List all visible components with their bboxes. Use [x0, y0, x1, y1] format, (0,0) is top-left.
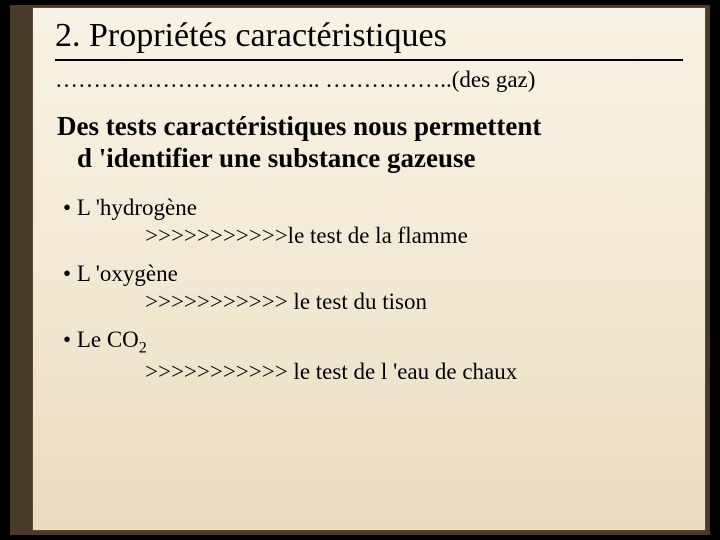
- title-rule: [55, 59, 683, 61]
- subtitle-line1: Des tests caractéristiques nous permette…: [57, 111, 541, 141]
- dots-line: …………………………….. ……………..(des gaz): [55, 67, 683, 93]
- bullet-label: L 'hydrogène: [77, 195, 197, 220]
- test-line-1: >>>>>>>>>>>le test de la flamme: [55, 223, 683, 249]
- slide-title: 2. Propriétés caractéristiques: [55, 16, 683, 55]
- subtitle-line2: d 'identifier une substance gazeuse: [57, 143, 683, 175]
- bullet-item-3: Le CO2: [55, 327, 683, 358]
- bullet-item-1: L 'hydrogène: [55, 195, 683, 221]
- slide-frame: 2. Propriétés caractéristiques …………………………: [10, 5, 710, 535]
- slide-body: 2. Propriétés caractéristiques …………………………: [32, 7, 706, 531]
- bullet-label: Le CO: [77, 327, 139, 352]
- test-line-3: >>>>>>>>>>> le test de l 'eau de chaux: [55, 359, 683, 385]
- slide-subtitle: Des tests caractéristiques nous permette…: [55, 111, 683, 175]
- bullet-label: L 'oxygène: [77, 261, 178, 286]
- bullet-item-2: L 'oxygène: [55, 261, 683, 287]
- bullet-subscript: 2: [139, 339, 147, 356]
- test-line-2: >>>>>>>>>>> le test du tison: [55, 289, 683, 315]
